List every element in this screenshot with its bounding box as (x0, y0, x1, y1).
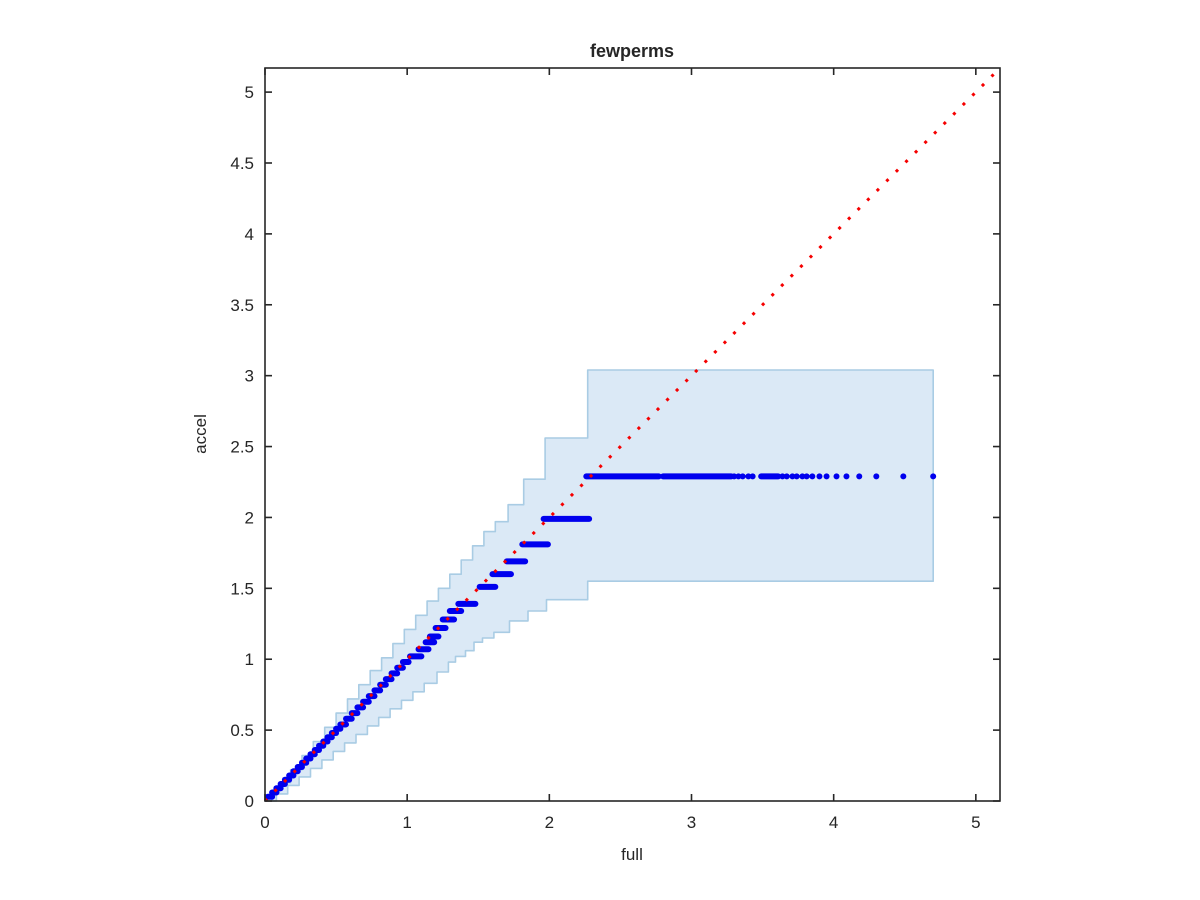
y-tick-label: 4.5 (230, 154, 254, 173)
scatter-point (803, 473, 810, 480)
scatter-point (745, 473, 752, 480)
x-tick-label: 5 (971, 813, 980, 832)
x-tick-label: 3 (687, 813, 696, 832)
y-tick-label: 2.5 (230, 438, 254, 457)
x-tick-label: 4 (829, 813, 838, 832)
x-axis-label: full (621, 845, 643, 864)
scatter-point (779, 473, 786, 480)
scatter-point (816, 473, 823, 480)
scatter-point (739, 473, 746, 480)
scatter-points-layer (264, 473, 937, 800)
scatter-point (823, 473, 830, 480)
scatter-point (873, 473, 880, 480)
identity-line-layer (263, 66, 1002, 803)
scatter-point (833, 473, 840, 480)
scatter-point (783, 473, 790, 480)
scatter-point (809, 473, 816, 480)
y-tick-label: 1.5 (230, 579, 254, 598)
axes-layer: 0 1 2 3 4 5 0 0.5 1 1.5 2 2.5 3 3.5 4 4.5 5 (230, 67, 1001, 832)
y-tick-label: 5 (245, 83, 254, 102)
y-tick-label: 4 (245, 225, 254, 244)
scatter-point (789, 473, 796, 480)
confidence-band (264, 369, 935, 802)
y-tick-label: 2 (245, 508, 254, 527)
y-tick-label: 3 (245, 367, 254, 386)
plot-border (264, 67, 1001, 802)
scatter-point (900, 473, 907, 480)
y-axis-label: accel (191, 414, 210, 454)
chart-title: fewperms (590, 41, 674, 61)
confidence-band-layer (264, 369, 935, 802)
y-tick-label: 0 (245, 792, 254, 811)
x-tick-label: 2 (545, 813, 554, 832)
scatter-point (731, 473, 738, 480)
y-tick-label: 1 (245, 650, 254, 669)
scatter-point (793, 473, 800, 480)
x-tick-label: 0 (260, 813, 269, 832)
scatter-point (843, 473, 850, 480)
scatter-point (799, 473, 806, 480)
x-tick-label: 1 (402, 813, 411, 832)
y-tick-label: 0.5 (230, 721, 254, 740)
scatter-point (749, 473, 756, 480)
scatter-point (735, 473, 742, 480)
identity-line (263, 66, 1002, 803)
y-tick-label: 3.5 (230, 296, 254, 315)
scatter-point (856, 473, 863, 480)
scatter-point (930, 473, 937, 480)
